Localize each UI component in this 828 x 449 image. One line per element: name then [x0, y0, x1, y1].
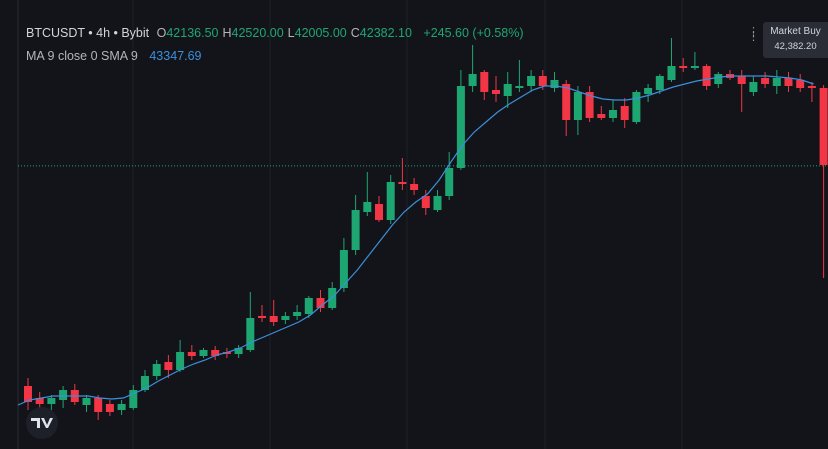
ohlc: O42136.50 H42520.00 L42005.00 C42382.10 [157, 26, 416, 40]
candle-body [316, 298, 325, 308]
candle-body [585, 92, 594, 118]
ohlc-value: 42005.00 [294, 26, 347, 40]
ohlc-label: L [287, 26, 295, 40]
market-buy-button[interactable]: Market Buy 42,382.20 [763, 22, 828, 58]
candle-body [632, 92, 641, 122]
candle-body [503, 84, 512, 96]
candle-body [339, 250, 348, 288]
candle-body [573, 92, 582, 120]
candle-body [410, 184, 419, 190]
candle-body [819, 88, 828, 165]
candle-body [246, 318, 255, 350]
candle-body [386, 182, 395, 220]
candle-body [690, 66, 699, 68]
candle-body [234, 348, 243, 354]
ohlc-label: C [350, 26, 360, 40]
candle-body [562, 84, 571, 120]
candle-body [445, 168, 454, 196]
candle-body [456, 86, 465, 168]
candle-body [94, 398, 103, 412]
candle-body [24, 386, 32, 402]
candle-body [152, 364, 161, 376]
candle-body [620, 106, 629, 120]
candle-body [199, 350, 208, 356]
indicator-value: 43347.69 [149, 49, 202, 63]
ohlc-label: O [156, 26, 167, 40]
indicator-label: MA 9 close 0 SMA 9 [26, 49, 138, 63]
candle-body [644, 88, 653, 94]
candle-body [398, 182, 407, 184]
candle-body [515, 86, 524, 88]
candle-body [667, 66, 676, 80]
candle-body [47, 398, 56, 404]
candle-body [82, 398, 91, 405]
candle-body [679, 66, 688, 68]
candle-body [749, 82, 758, 92]
drag-handle[interactable]: ⋮ ⋮ [748, 26, 759, 43]
candle-body [363, 202, 372, 212]
ohlc-label: H [222, 26, 232, 40]
legend-main: BTCUSDT • 4h • Bybit O42136.50 H42520.00 L… [26, 26, 528, 40]
candle-body [597, 114, 606, 118]
candle-body [468, 74, 477, 86]
candle-body [550, 80, 559, 88]
ohlc-value: 42382.10 [359, 26, 412, 40]
candle-body [796, 80, 805, 88]
ohlc-value: 42136.50 [166, 26, 219, 40]
logo [26, 407, 58, 439]
symbol: BTCUSDT • 4h • Bybit [26, 26, 150, 40]
legend-indicator: MA 9 close 0 SMA 9 43347.69 [26, 49, 205, 63]
candle-body [258, 316, 266, 318]
candle-body [269, 316, 278, 322]
button-label: Market Buy [770, 26, 821, 37]
candle-body [304, 298, 313, 314]
candle-body [375, 204, 383, 220]
candle-body [421, 196, 430, 208]
candle-body [35, 398, 44, 404]
candle-body [807, 86, 816, 88]
candle-body [105, 404, 114, 412]
candle-body [737, 76, 746, 84]
candle-body [772, 78, 781, 86]
candle-body [761, 78, 770, 84]
candle-body [211, 350, 220, 356]
candle-body [187, 352, 196, 356]
candle-body [141, 376, 149, 390]
candle-body [293, 312, 302, 316]
candle-body [480, 72, 489, 92]
candle-body [714, 74, 723, 84]
candle-body [351, 210, 360, 250]
candle-body [59, 390, 68, 400]
candle-body [492, 90, 500, 94]
button-price: 42,382.20 [774, 41, 817, 52]
ma-line [17, 75, 814, 406]
ohlc-value: 42520.00 [231, 26, 284, 40]
candle-body [129, 390, 138, 408]
change: +245.60 (+0.58%) [423, 26, 524, 40]
candle-body [117, 404, 126, 410]
candle-body [527, 76, 536, 86]
candle-body [784, 78, 793, 86]
candle-body [655, 76, 664, 90]
candle-body [538, 76, 547, 86]
candle-body [176, 352, 185, 370]
candle-body [433, 196, 442, 210]
candle-body [702, 66, 711, 86]
candle-body [609, 110, 617, 118]
candle-body [281, 316, 290, 320]
candle-body [164, 362, 173, 370]
